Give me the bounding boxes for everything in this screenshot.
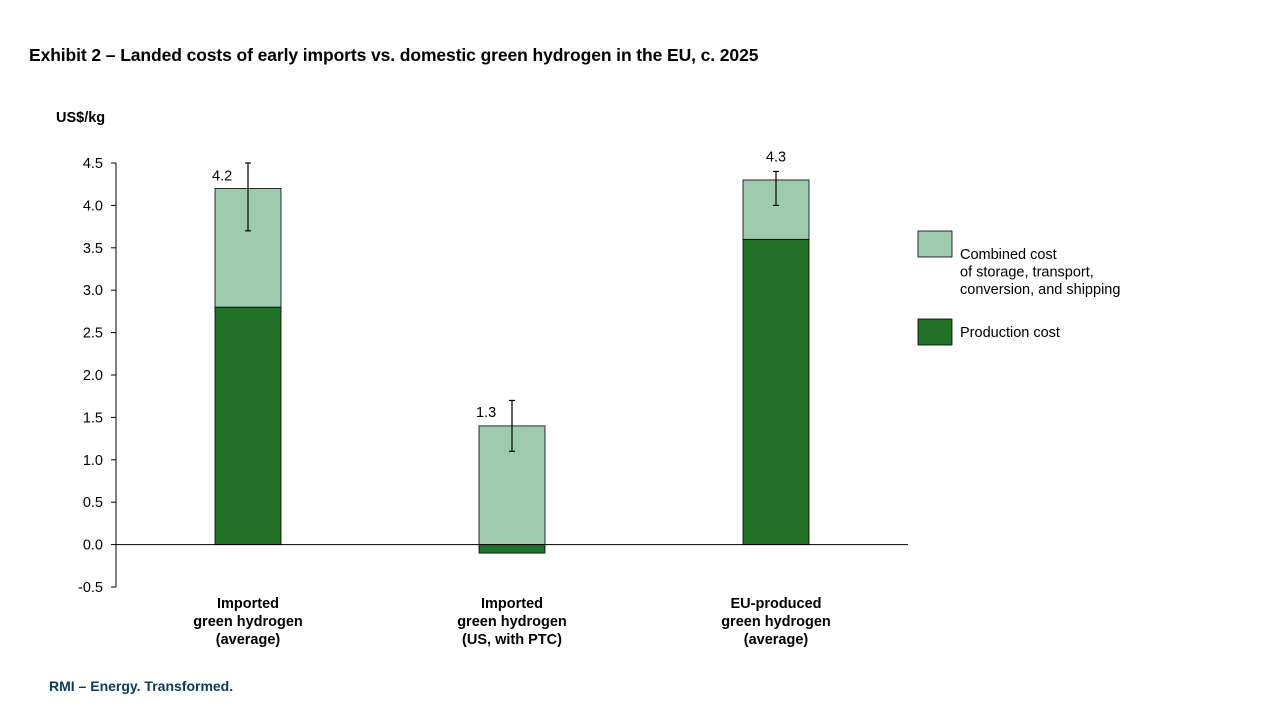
category-label: (US, with PTC) bbox=[462, 632, 562, 648]
y-tick-label: 3.0 bbox=[83, 283, 103, 299]
legend-label: Combined cost bbox=[960, 247, 1057, 263]
category-label: green hydrogen bbox=[721, 614, 831, 630]
bar-segment-logistics bbox=[478, 425, 546, 546]
category-label: EU-produced bbox=[730, 596, 821, 612]
total-label: 1.3 bbox=[476, 405, 496, 421]
y-tick-label: 4.0 bbox=[83, 198, 103, 214]
total-label: 4.2 bbox=[212, 168, 232, 184]
category-label: (average) bbox=[744, 632, 809, 648]
bar-segment-production bbox=[214, 306, 282, 546]
footer-brand: RMI – Energy. Transformed. bbox=[49, 678, 234, 694]
total-label: 4.3 bbox=[766, 149, 786, 165]
y-tick-label: 3.5 bbox=[83, 241, 103, 257]
bar-segment-production bbox=[478, 544, 546, 554]
y-unit-label: US$/kg bbox=[56, 110, 105, 126]
y-tick-label: 4.5 bbox=[83, 156, 103, 172]
y-tick-label: 2.5 bbox=[83, 326, 103, 342]
category-label: (average) bbox=[216, 632, 281, 648]
y-tick-label: 1.0 bbox=[83, 453, 103, 469]
y-tick-label: -0.5 bbox=[78, 580, 103, 596]
category-label: green hydrogen bbox=[457, 614, 567, 630]
legend-label: of storage, transport, bbox=[960, 265, 1094, 281]
category-label: green hydrogen bbox=[193, 614, 303, 630]
legend-swatch bbox=[917, 230, 953, 258]
legend-label: conversion, and shipping bbox=[960, 282, 1120, 298]
category-label: Imported bbox=[481, 596, 543, 612]
y-tick-label: 2.0 bbox=[83, 368, 103, 384]
legend-swatch bbox=[917, 318, 953, 346]
chart-title: Exhibit 2 – Landed costs of early import… bbox=[29, 45, 759, 65]
bar-segment-production bbox=[742, 238, 810, 546]
y-tick-label: 1.5 bbox=[83, 410, 103, 426]
category-label: Imported bbox=[217, 596, 279, 612]
y-tick-label: 0.5 bbox=[83, 495, 103, 511]
legend-label: Production cost bbox=[960, 325, 1060, 341]
y-tick-label: 0.0 bbox=[83, 538, 103, 554]
